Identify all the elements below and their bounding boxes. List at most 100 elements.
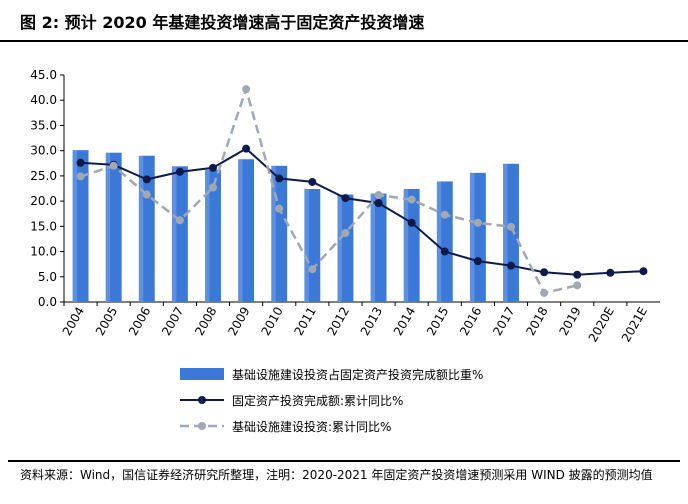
point-infra-yoy xyxy=(374,191,383,200)
point-infra-yoy xyxy=(507,222,515,231)
point-infra-yoy xyxy=(76,172,85,181)
bar-highlight xyxy=(436,181,442,302)
point-fai-yoy xyxy=(209,163,217,172)
legend-swatch-marker xyxy=(198,422,206,430)
bar-highlight xyxy=(105,152,111,302)
source-note: 资料来源：Wind，国信证券经济研究所整理，注明：2020-2021 年固定资产… xyxy=(20,468,653,482)
point-infra-yoy xyxy=(242,85,251,94)
y-tick-label: 40.0 xyxy=(30,93,57,107)
bar xyxy=(72,150,89,302)
x-tick-label: 2007 xyxy=(159,305,186,338)
point-fai-yoy xyxy=(142,175,151,184)
point-fai-yoy xyxy=(573,270,582,279)
legend-label: 基础设施建设投资占固定资产投资完成额比重% xyxy=(232,367,483,382)
point-fai-yoy xyxy=(242,144,251,153)
legend-swatch-marker xyxy=(198,396,206,404)
point-fai-yoy xyxy=(341,194,350,203)
point-infra-yoy xyxy=(308,265,317,274)
point-fai-yoy xyxy=(540,268,549,277)
bar-highlight xyxy=(205,169,210,302)
y-tick-label: 25.0 xyxy=(30,169,57,183)
x-tick-label: 2019 xyxy=(556,305,583,338)
bar xyxy=(436,181,453,302)
bar xyxy=(238,159,255,302)
point-infra-yoy xyxy=(540,288,549,297)
series-line-fai-yoy xyxy=(80,147,644,276)
bar-highlight xyxy=(271,165,276,302)
point-fai-yoy xyxy=(473,257,482,266)
x-tick-label: 2008 xyxy=(192,305,219,338)
x-tick-label: 2004 xyxy=(60,305,87,338)
bar-highlight xyxy=(403,189,409,302)
bar-highlight xyxy=(370,193,376,302)
point-fai-yoy xyxy=(440,247,449,256)
bar xyxy=(337,194,354,302)
x-tick-label: 2009 xyxy=(225,305,252,338)
y-tick-label: 0.0 xyxy=(38,295,57,309)
x-tick-label: 2018 xyxy=(523,305,550,338)
x-tick-label: 2010 xyxy=(258,305,285,338)
point-fai-yoy xyxy=(76,158,85,167)
point-infra-yoy xyxy=(109,161,118,170)
point-infra-yoy xyxy=(341,228,350,237)
x-tick-label: 2017 xyxy=(490,305,517,338)
point-infra-yoy xyxy=(209,183,217,192)
bar-highlight xyxy=(238,159,243,302)
point-fai-yoy xyxy=(639,267,648,276)
y-tick-label: 5.0 xyxy=(38,270,57,284)
y-tick-label: 35.0 xyxy=(30,118,57,132)
bottom-rule xyxy=(8,460,680,462)
bar xyxy=(370,193,387,302)
y-tick-label: 45.0 xyxy=(30,68,57,82)
point-infra-yoy xyxy=(473,218,482,227)
point-fai-yoy xyxy=(275,174,284,183)
legend-swatch-bar xyxy=(180,368,224,380)
point-infra-yoy xyxy=(407,195,416,204)
x-tick-label: 2012 xyxy=(325,305,352,338)
point-fai-yoy xyxy=(606,268,615,277)
point-fai-yoy xyxy=(374,199,383,208)
x-tick-label: 2011 xyxy=(292,305,319,338)
y-tick-label: 15.0 xyxy=(30,219,57,233)
point-infra-yoy xyxy=(175,216,184,225)
x-tick-label: 2014 xyxy=(391,305,418,338)
bar xyxy=(105,152,122,302)
bar-highlight xyxy=(171,166,177,302)
point-infra-yoy xyxy=(573,281,582,290)
bar-highlight xyxy=(138,155,144,302)
point-fai-yoy xyxy=(308,177,317,186)
point-fai-yoy xyxy=(175,167,184,176)
bar-highlight xyxy=(72,150,78,302)
bar-highlight xyxy=(304,189,309,302)
chart: 0.0 5.0 10.0 15.0 20.0 25.0 30.0 35.0 40.0 45.0 20… xyxy=(30,68,660,434)
x-tick-label: 2020E xyxy=(586,305,617,345)
point-fai-yoy xyxy=(407,218,416,227)
bar-highlight xyxy=(337,194,342,302)
x-tick-label: 2005 xyxy=(93,305,120,338)
point-infra-yoy xyxy=(275,204,284,213)
x-tick-label: 2021E xyxy=(619,305,650,345)
y-tick-label: 30.0 xyxy=(30,144,57,158)
bar xyxy=(271,165,288,302)
bar xyxy=(171,166,188,302)
x-tick-label: 2013 xyxy=(358,305,385,338)
point-infra-yoy xyxy=(440,210,449,219)
bar-highlight xyxy=(469,172,475,302)
bar xyxy=(403,189,420,302)
point-infra-yoy xyxy=(142,190,151,199)
x-tick-label: 2006 xyxy=(126,305,153,338)
x-tick-label: 2016 xyxy=(457,305,484,338)
bar xyxy=(469,172,486,302)
figure-title: 图 2: 预计 2020 年基建投资增速高于固定资产投资增速 xyxy=(20,13,425,32)
legend-label: 固定资产投资完成额:累计同比% xyxy=(232,393,403,408)
bar-highlight xyxy=(503,163,508,302)
title-bar: 图 2: 预计 2020 年基建投资增速高于固定资产投资增速 xyxy=(0,0,688,42)
legend-label: 基础设施建设投资:累计同比% xyxy=(232,419,391,434)
y-tick-label: 10.0 xyxy=(30,245,57,259)
x-tick-label: 2015 xyxy=(424,305,451,338)
series-line-infra-yoy xyxy=(80,84,578,295)
bar xyxy=(304,189,321,302)
point-fai-yoy xyxy=(507,261,515,270)
y-tick-label: 20.0 xyxy=(30,194,57,208)
bar xyxy=(205,169,221,302)
